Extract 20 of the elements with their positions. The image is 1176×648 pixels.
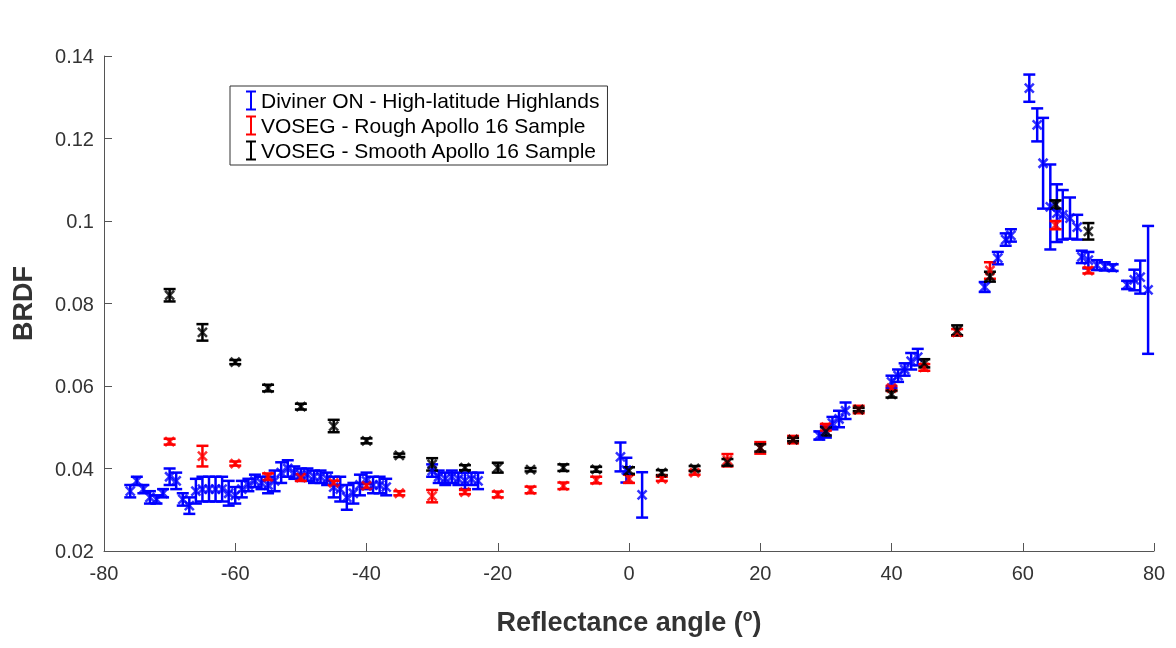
y-tick-label: 0.08 [55, 292, 94, 315]
x-tick-label: 0 [623, 562, 635, 584]
x-tick-label: 40 [880, 562, 903, 584]
y-axis-title: BRDF [7, 266, 38, 341]
y-tick-label: 0.06 [55, 375, 94, 397]
x-tick-label: 80 [1142, 562, 1166, 584]
x-tick-label: -80 [89, 562, 119, 584]
x-tick-label: -20 [483, 562, 513, 584]
y-tick-label: 0.02 [55, 540, 94, 562]
y-tick-label: 0.12 [55, 127, 94, 150]
x-tick-label: -40 [352, 562, 381, 584]
legend-label: VOSEG - Smooth Apollo 16 Sample [261, 139, 597, 162]
legend-label: Diviner ON - High-latitude Highlands [261, 89, 600, 112]
legend-label: VOSEG - Rough Apollo 16 Sample [261, 114, 586, 137]
y-tick-label: 0.04 [55, 457, 94, 480]
y-tick-label: 0.14 [55, 45, 94, 67]
x-tick-label: 60 [1011, 562, 1034, 584]
x-tick-label: 20 [749, 562, 772, 584]
y-tick-label: 0.1 [66, 210, 94, 232]
x-tick-label: -60 [220, 562, 250, 584]
